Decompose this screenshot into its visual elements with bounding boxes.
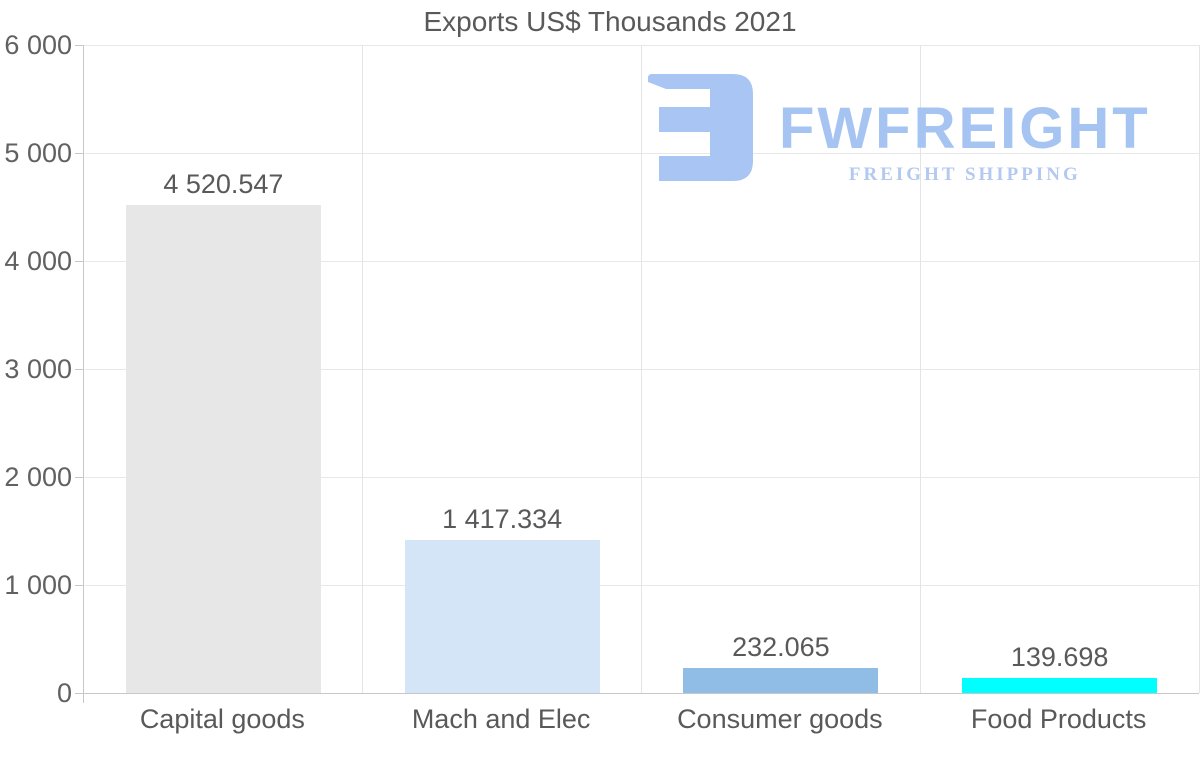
bar-value-label: 1 417.334 [442, 503, 563, 534]
bar-value-label: 4 520.547 [163, 168, 284, 199]
bar [683, 667, 879, 693]
x-axis-labels: Capital goods Mach and Elec Consumer goods… [83, 703, 1198, 735]
y-axis-tick [75, 152, 84, 154]
y-axis-tick-label: 5 000 [4, 138, 72, 168]
bar-value-label: 139.698 [1010, 641, 1109, 672]
bar-value-label: 232.065 [732, 631, 830, 662]
category-band: 4 520.547 [84, 45, 363, 693]
y-axis-tick-label: 0 [56, 678, 72, 708]
y-axis-tick-label: 4 000 [4, 246, 72, 276]
y-axis-labels: 0 1 000 2 000 3 000 4 000 5 000 6 000 [0, 0, 72, 763]
v-gridline [641, 45, 642, 693]
category-band: 232.065 [642, 45, 921, 693]
x-axis-category-label: Mach and Elec [411, 704, 591, 734]
fwfreight-logo-mark-icon [648, 74, 753, 181]
v-gridline [1198, 45, 1200, 693]
y-axis-tick-label: 3 000 [4, 354, 72, 384]
x-axis-category-label: Capital goods [139, 704, 305, 734]
y-axis-line-overhang [83, 693, 84, 703]
bar [125, 204, 321, 693]
logo-tagline: FREIGHT SHIPPING [848, 164, 1081, 185]
y-axis-tick [75, 44, 84, 46]
y-axis-tick-label: 1 000 [4, 570, 72, 600]
x-axis-category-label: Consumer goods [677, 704, 883, 734]
logo-mark-path [648, 74, 753, 181]
v-gridline [362, 45, 364, 693]
logo-text: FWFREIGHT FREIGHT SHIPPING [779, 74, 1151, 185]
plot-area: 4 520.547 1 417.334 232.065 139.698 [75, 44, 1200, 703]
v-gridline [919, 45, 921, 693]
logo-wordmark: FWFREIGHT [779, 96, 1151, 161]
y-axis-tick-label: 6 000 [4, 30, 72, 60]
fwfreight-logo: FWFREIGHT FREIGHT SHIPPING [648, 74, 1151, 184]
y-axis-tick [75, 584, 84, 586]
x-axis-category-label: Food Products [970, 704, 1147, 734]
y-axis-tick [75, 368, 84, 370]
y-axis-tick [75, 476, 84, 478]
y-axis-tick [75, 692, 84, 694]
chart-title: Exports US$ Thousands 2021 [423, 6, 797, 37]
category-band: 139.698 [920, 45, 1199, 693]
y-axis-tick-label: 2 000 [4, 462, 72, 492]
bar [404, 539, 600, 693]
category-band: 1 417.334 [363, 45, 642, 693]
bar [962, 677, 1158, 693]
y-axis-tick [75, 260, 84, 262]
